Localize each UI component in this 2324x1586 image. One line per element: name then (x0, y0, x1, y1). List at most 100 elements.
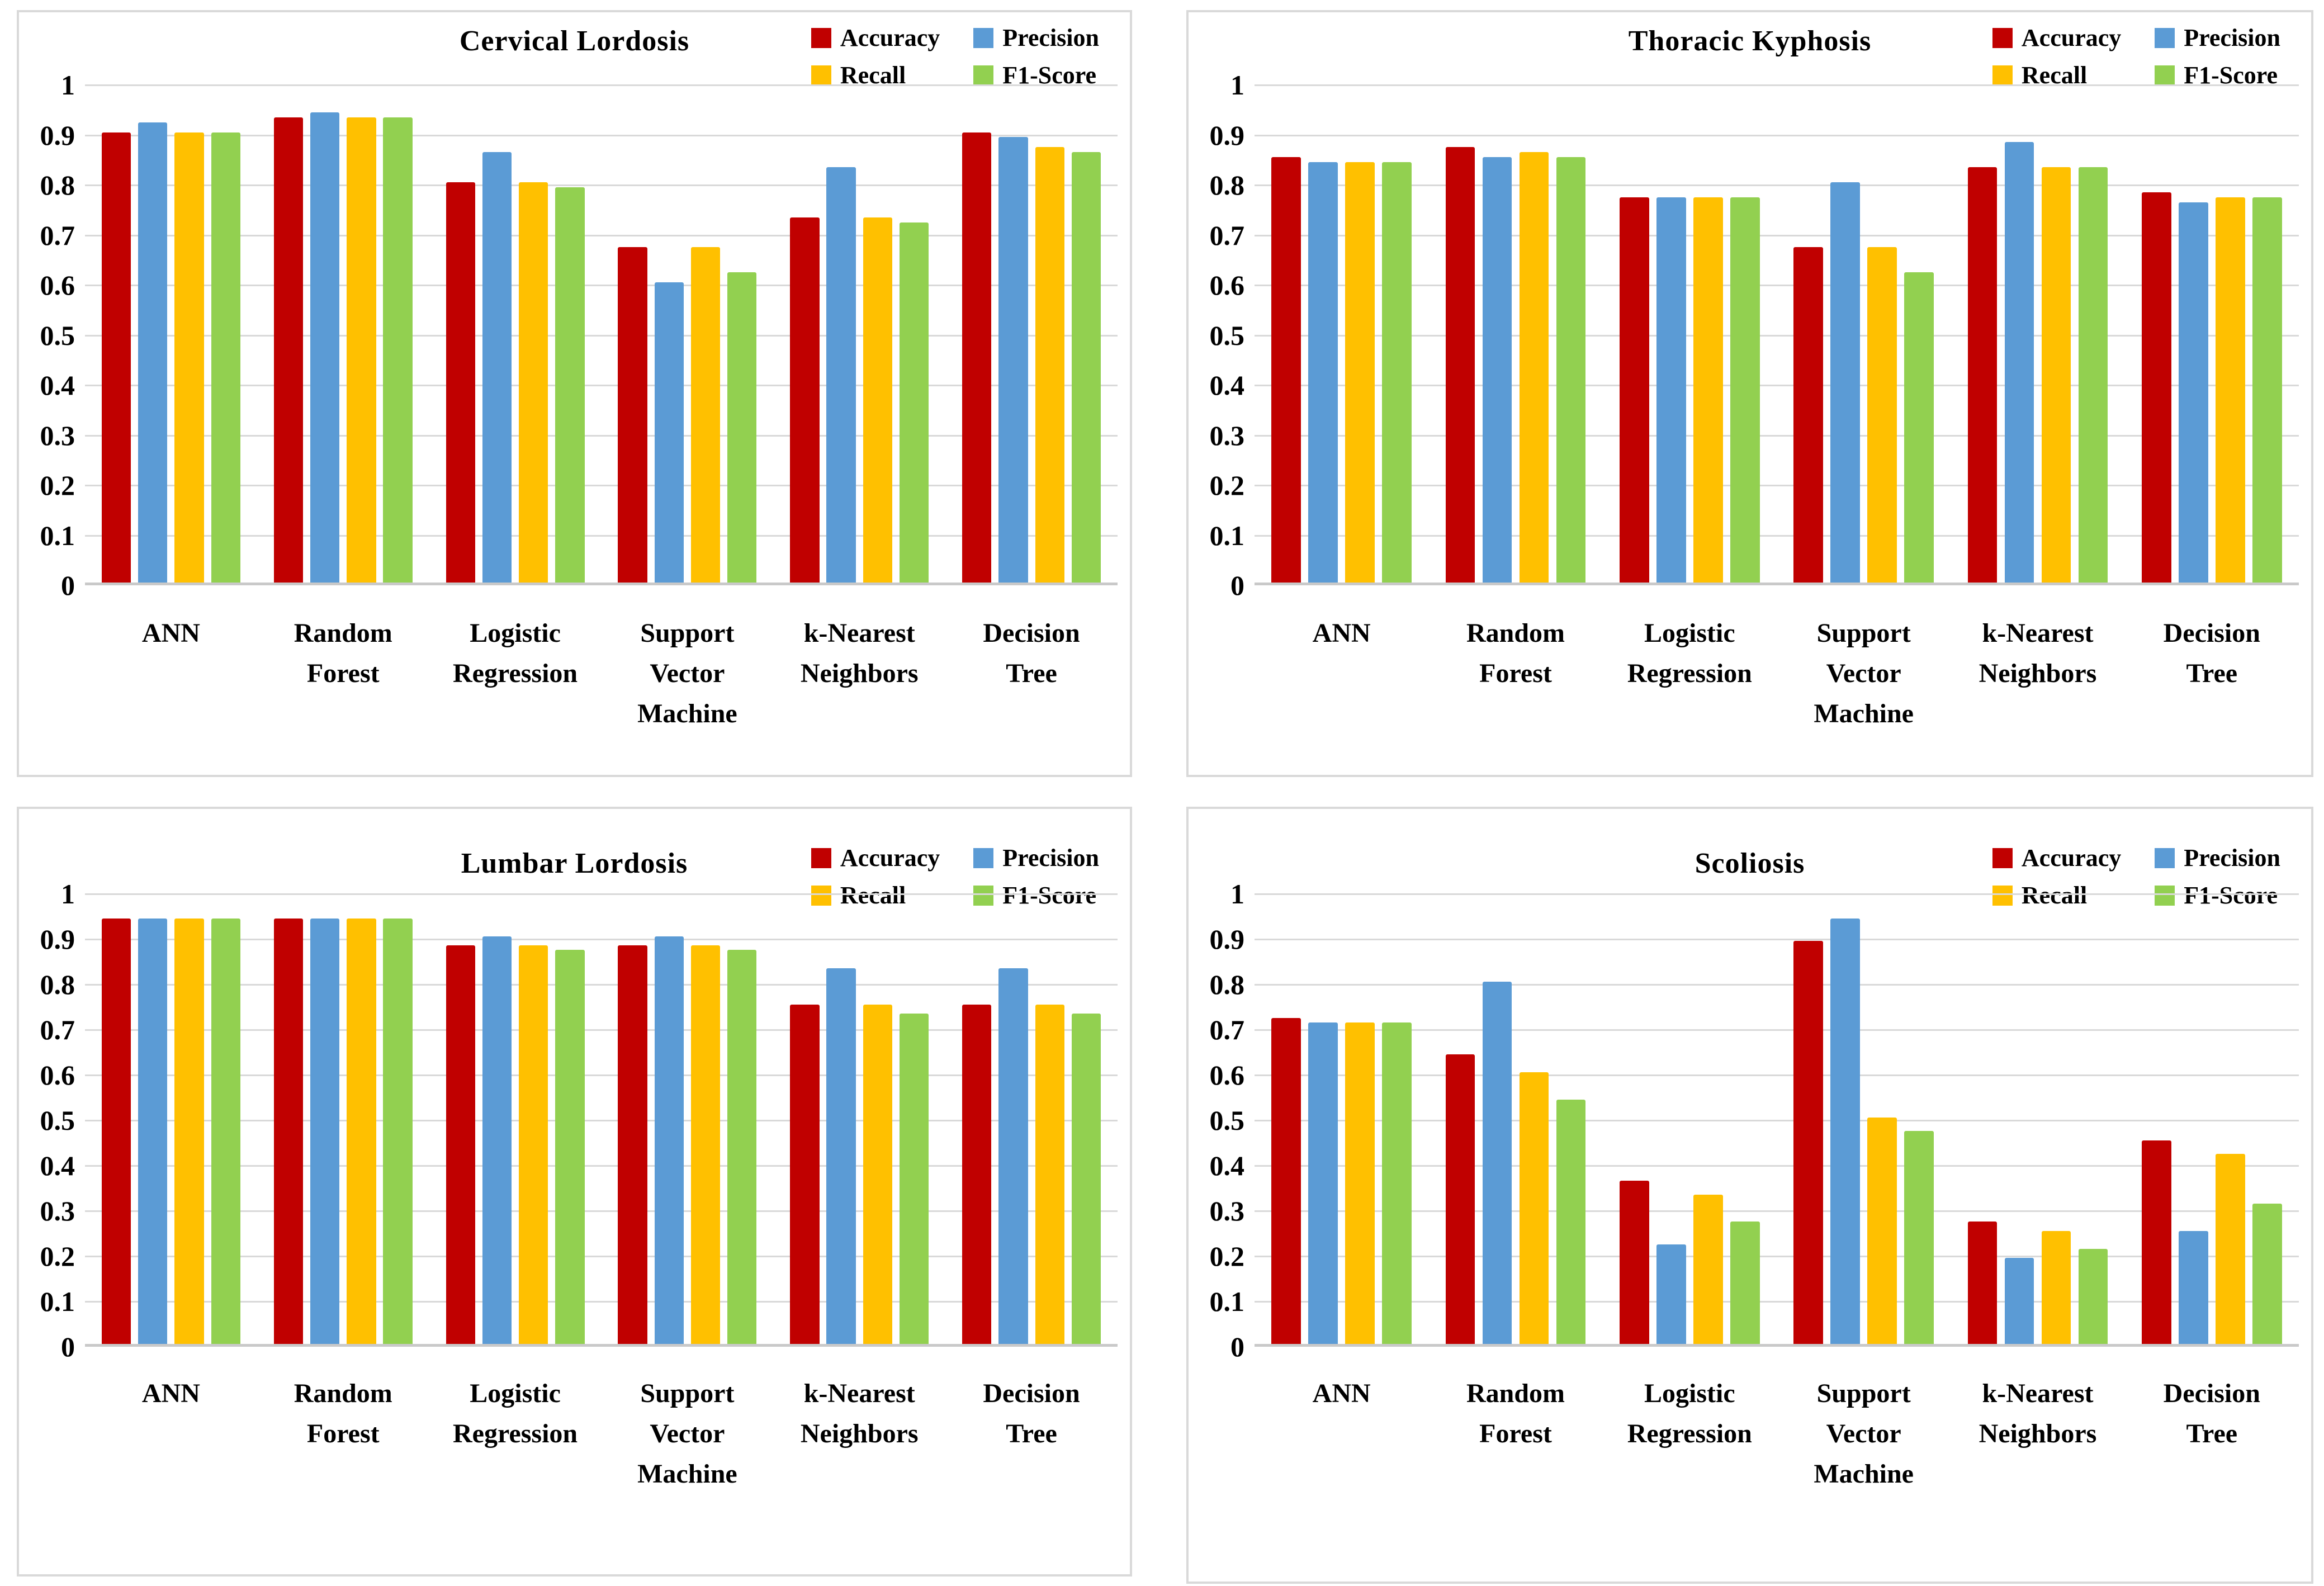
gridline (1255, 385, 2299, 386)
gridline (1255, 134, 2299, 136)
gridline (85, 285, 1118, 286)
legend-swatch-precision (2155, 27, 2175, 48)
bar-f1-score-logistic-regression (1730, 1222, 1760, 1344)
legend-item-recall: Recall (1992, 61, 2121, 89)
y-axis: 1 0.9 0.8 0.7 0.6 0.5 0.4 0.3 0.2 0.1 0 (1189, 12, 1248, 775)
y-tick-label: 0.2 (40, 1241, 75, 1272)
gridline (85, 1210, 1118, 1212)
bar-precision-support-vector-machine (654, 936, 684, 1344)
bar-accuracy-decision-tree (2141, 192, 2171, 583)
gridline (1255, 893, 2299, 895)
gridline (85, 1301, 1118, 1303)
gridline (85, 1120, 1118, 1121)
y-tick-label: 0.8 (40, 969, 75, 1000)
bar-precision-k-nearest-neighbors (2004, 1258, 2034, 1344)
bar-recall-k-nearest-neighbors (863, 217, 893, 583)
y-tick-label: 0.7 (1209, 1014, 1245, 1045)
legend-item-recall: Recall (811, 881, 940, 910)
y-tick-label: 0 (61, 1331, 75, 1362)
gridline (1255, 184, 2299, 186)
y-tick-label: 0.5 (40, 319, 75, 351)
y-tick-label: 0.4 (1209, 370, 1245, 401)
y-tick-label: 0.5 (40, 1105, 75, 1136)
y-tick-label: 0.7 (40, 219, 75, 251)
bar-accuracy-decision-tree (2141, 1140, 2171, 1344)
legend-label: Accuracy (2021, 24, 2122, 51)
x-category-label: k-Nearest Neighbors (1979, 1379, 2097, 1448)
y-tick-label: 0 (1230, 1331, 1244, 1362)
bar-precision-support-vector-machine (1830, 918, 1861, 1344)
gridline (85, 984, 1118, 986)
gridline (1255, 1120, 2299, 1121)
x-category-label: Logistic Regression (1627, 618, 1752, 688)
gridline (1255, 939, 2299, 940)
x-category-label: Logistic Regression (453, 618, 578, 688)
gridline (1255, 1301, 2299, 1303)
plot-area (1255, 84, 2299, 585)
legend-label: F1-Score (2184, 61, 2278, 89)
bar-f1-score-decision-tree (1071, 152, 1101, 583)
bar-recall-k-nearest-neighbors (863, 1004, 893, 1344)
gridline (85, 534, 1118, 537)
y-tick-label: 1 (61, 69, 75, 101)
legend-swatch-f1-score (973, 65, 994, 86)
y-tick-label: 0.3 (40, 419, 75, 451)
legend-item-precision: Precision (2155, 23, 2280, 52)
x-category-label: ANN (141, 1379, 200, 1408)
gridline (1255, 434, 2299, 437)
gridline (85, 1029, 1118, 1031)
gridline (1255, 1074, 2299, 1076)
bar-precision-ann (1308, 162, 1338, 583)
bar-recall-logistic-regression (519, 182, 548, 583)
bar-accuracy-ann (101, 132, 131, 583)
y-tick-label: 0.1 (40, 1286, 75, 1317)
bar-precision-random-forest (1482, 982, 1512, 1344)
bar-accuracy-random-forest (273, 918, 304, 1344)
bar-recall-support-vector-machine (690, 945, 721, 1344)
gridline (85, 84, 1118, 86)
bar-accuracy-random-forest (273, 117, 304, 583)
chart-title: Scoliosis (1695, 848, 1805, 879)
bar-accuracy-ann (1271, 1017, 1301, 1344)
gridline (1255, 1029, 2299, 1031)
bar-f1-score-k-nearest-neighbors (2078, 167, 2108, 583)
y-tick-label: 0.3 (1209, 419, 1245, 451)
y-tick-label: 0.9 (1209, 119, 1245, 151)
bar-precision-decision-tree (998, 968, 1028, 1344)
legend-swatch-accuracy (811, 848, 831, 868)
gridline (85, 939, 1118, 940)
legend-label: Precision (2184, 24, 2280, 51)
chart-panel-scoliosis: Scoliosis Accuracy Precision Recall F1-S… (1186, 807, 2313, 1584)
bar-recall-k-nearest-neighbors (2041, 1230, 2071, 1344)
plot-area (1255, 893, 2299, 1347)
bar-recall-logistic-regression (1693, 1194, 1723, 1344)
bar-recall-decision-tree (2215, 1153, 2245, 1344)
legend-item-accuracy: Accuracy (811, 844, 940, 872)
y-tick-label: 0.9 (40, 924, 75, 955)
y-axis: 1 0.9 0.8 0.7 0.6 0.5 0.4 0.3 0.2 0.1 0 (19, 12, 78, 775)
legend-swatch-recall (811, 65, 831, 86)
gridline (1255, 1256, 2299, 1257)
bar-accuracy-logistic-regression (446, 945, 475, 1344)
x-category-label: Random Forest (294, 1379, 392, 1448)
x-category-label: Logistic Regression (453, 1379, 578, 1448)
bar-f1-score-support-vector-machine (727, 272, 757, 583)
gridline (85, 234, 1118, 236)
bar-precision-logistic-regression (1656, 197, 1686, 583)
bar-f1-score-logistic-regression (555, 187, 585, 583)
gridline (1255, 534, 2299, 537)
gridline (1255, 334, 2299, 337)
y-tick-label: 0.6 (1209, 269, 1245, 301)
y-tick-label: 1 (61, 878, 75, 910)
bar-f1-score-decision-tree (1071, 1013, 1101, 1344)
bar-recall-logistic-regression (519, 945, 548, 1344)
bar-accuracy-decision-tree (962, 132, 992, 583)
y-tick-label: 0.1 (1209, 1286, 1245, 1317)
x-category-label: k-Nearest Neighbors (1979, 618, 2097, 688)
legend-swatch-precision (973, 27, 994, 48)
bar-f1-score-logistic-regression (555, 950, 585, 1344)
bar-recall-ann (1345, 1022, 1375, 1344)
bar-f1-score-k-nearest-neighbors (899, 1013, 929, 1344)
legend-item-f1-score: F1-Score (2155, 881, 2280, 910)
bar-recall-ann (1345, 162, 1375, 583)
